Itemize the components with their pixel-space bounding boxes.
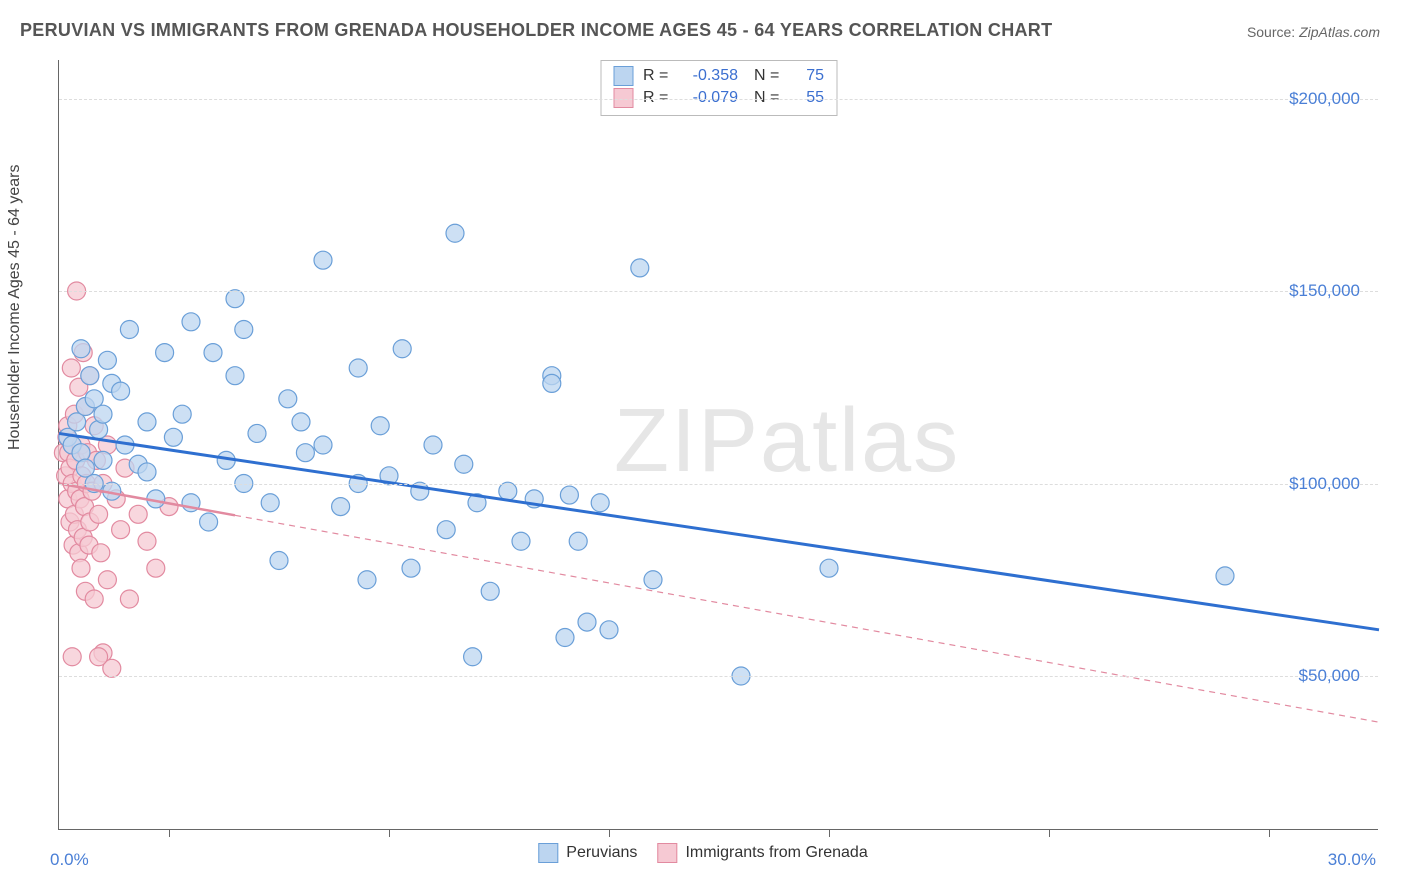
x-tick	[1269, 829, 1270, 837]
data-point	[591, 494, 609, 512]
data-point	[314, 436, 332, 454]
data-point	[200, 513, 218, 531]
data-point	[578, 613, 596, 631]
data-point	[560, 486, 578, 504]
data-point	[512, 532, 530, 550]
data-point	[1216, 567, 1234, 585]
source-attribution: Source: ZipAtlas.com	[1247, 24, 1380, 40]
data-point	[556, 629, 574, 647]
data-point	[138, 413, 156, 431]
legend-series-label: Immigrants from Grenada	[685, 844, 867, 862]
y-tick-label: $50,000	[1299, 666, 1360, 686]
chart-container: PERUVIAN VS IMMIGRANTS FROM GRENADA HOUS…	[0, 0, 1406, 892]
data-point	[94, 451, 112, 469]
source-value: ZipAtlas.com	[1299, 24, 1380, 40]
x-tick	[169, 829, 170, 837]
data-point	[481, 582, 499, 600]
y-tick-label: $100,000	[1289, 474, 1360, 494]
data-point	[129, 505, 147, 523]
data-point	[270, 552, 288, 570]
data-point	[120, 321, 138, 339]
data-point	[62, 359, 80, 377]
legend-swatch	[538, 843, 558, 863]
data-point	[446, 224, 464, 242]
data-point	[138, 463, 156, 481]
gridline	[59, 99, 1378, 100]
y-tick-label: $200,000	[1289, 89, 1360, 109]
data-point	[112, 382, 130, 400]
data-point	[631, 259, 649, 277]
y-tick-label: $150,000	[1289, 281, 1360, 301]
data-point	[182, 313, 200, 331]
data-point	[98, 571, 116, 589]
data-point	[63, 648, 81, 666]
gridline	[59, 484, 1378, 485]
legend-series: Peruvians Immigrants from Grenada	[538, 843, 867, 863]
chart-svg	[59, 60, 1378, 829]
data-point	[81, 367, 99, 385]
x-tick	[389, 829, 390, 837]
data-point	[393, 340, 411, 358]
source-label: Source:	[1247, 24, 1295, 40]
data-point	[543, 374, 561, 392]
data-point	[72, 559, 90, 577]
data-point	[569, 532, 587, 550]
data-point	[358, 571, 376, 589]
data-point	[464, 648, 482, 666]
x-axis-end-label: 30.0%	[1328, 850, 1376, 870]
data-point	[226, 290, 244, 308]
data-point	[424, 436, 442, 454]
data-point	[437, 521, 455, 539]
data-point	[90, 648, 108, 666]
data-point	[204, 344, 222, 362]
data-point	[112, 521, 130, 539]
chart-title: PERUVIAN VS IMMIGRANTS FROM GRENADA HOUS…	[20, 20, 1052, 41]
data-point	[90, 505, 108, 523]
x-axis-start-label: 0.0%	[50, 850, 89, 870]
trend-line-dashed	[235, 515, 1379, 722]
gridline	[59, 291, 1378, 292]
x-tick	[609, 829, 610, 837]
data-point	[296, 444, 314, 462]
data-point	[261, 494, 279, 512]
x-tick	[829, 829, 830, 837]
data-point	[248, 424, 266, 442]
data-point	[147, 559, 165, 577]
data-point	[120, 590, 138, 608]
data-point	[138, 532, 156, 550]
data-point	[455, 455, 473, 473]
data-point	[72, 340, 90, 358]
x-tick	[1049, 829, 1050, 837]
data-point	[332, 498, 350, 516]
data-point	[499, 482, 517, 500]
data-point	[314, 251, 332, 269]
data-point	[164, 428, 182, 446]
legend-series-item: Immigrants from Grenada	[657, 843, 867, 863]
data-point	[94, 405, 112, 423]
legend-series-label: Peruvians	[566, 844, 637, 862]
data-point	[600, 621, 618, 639]
trend-line	[59, 433, 1379, 629]
legend-series-item: Peruvians	[538, 843, 637, 863]
gridline	[59, 676, 1378, 677]
legend-swatch	[657, 843, 677, 863]
data-point	[226, 367, 244, 385]
data-point	[292, 413, 310, 431]
data-point	[279, 390, 297, 408]
data-point	[402, 559, 420, 577]
data-point	[820, 559, 838, 577]
y-axis-label: Householder Income Ages 45 - 64 years	[6, 165, 24, 451]
data-point	[644, 571, 662, 589]
data-point	[98, 351, 116, 369]
data-point	[85, 590, 103, 608]
plot-area: ZIPatlas R =-0.358N =75R =-0.079N =55 $5…	[58, 60, 1378, 830]
data-point	[173, 405, 191, 423]
data-point	[92, 544, 110, 562]
data-point	[371, 417, 389, 435]
data-point	[156, 344, 174, 362]
data-point	[235, 321, 253, 339]
data-point	[349, 359, 367, 377]
